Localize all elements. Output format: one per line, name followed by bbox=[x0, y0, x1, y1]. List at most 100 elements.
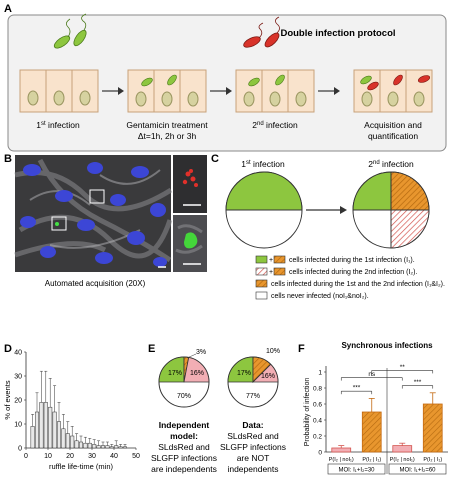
y-tick-label: 40 bbox=[14, 350, 22, 357]
x-tick-label: 10 bbox=[44, 453, 52, 460]
zoom-inset-red bbox=[173, 155, 207, 213]
arrow-icon bbox=[210, 87, 232, 95]
cell-layer-1 bbox=[19, 69, 99, 113]
category-label: P(I₂ | I₁) bbox=[423, 457, 442, 463]
legend-first-infection: cells infected during the 1st infection … bbox=[289, 257, 415, 264]
group-box bbox=[327, 463, 386, 475]
x-tick-label: 20 bbox=[66, 453, 74, 460]
cell-layer-4 bbox=[353, 69, 433, 113]
probability-bar bbox=[361, 411, 382, 453]
legend-second-infection: cells infected during the 2nd infection … bbox=[289, 269, 417, 276]
pie-e-right-green: 17% bbox=[237, 370, 251, 377]
panel-letter-f: F bbox=[298, 343, 305, 355]
category-label: P(I₂ | I₁) bbox=[362, 457, 381, 463]
svg-text:+: + bbox=[269, 269, 273, 276]
histogram-bar bbox=[96, 445, 101, 449]
x-tick-label: 50 bbox=[132, 453, 140, 460]
first-infection-label: 1st infection bbox=[36, 120, 80, 130]
histogram-bar bbox=[105, 445, 110, 449]
histogram-bar bbox=[56, 421, 62, 449]
green-bacteria-icon bbox=[53, 13, 87, 49]
y-tick-label: 30 bbox=[14, 374, 22, 381]
x-tick-label: 40 bbox=[110, 453, 118, 460]
arrow-icon bbox=[306, 206, 347, 214]
panel-letter-e: E bbox=[148, 343, 155, 355]
data-caption: Data: SLdsRed and SLGFP infections are N… bbox=[220, 420, 286, 474]
delta-t-label: Δt=1h, 2h or 3h bbox=[138, 131, 197, 141]
histogram-bar bbox=[30, 426, 35, 449]
group-label: MOI: I₁+I₂=60 bbox=[399, 468, 436, 474]
gentamicin-label: Gentamicin treatment bbox=[126, 120, 208, 130]
histogram-bar bbox=[100, 445, 106, 449]
pie-e-left-orange: 3% bbox=[196, 349, 206, 356]
group-label: MOI: I₁+I₂=30 bbox=[338, 468, 375, 474]
panel-a-frame bbox=[7, 14, 447, 152]
histogram-bar bbox=[83, 442, 88, 449]
x-tick-label: 30 bbox=[88, 453, 96, 460]
group-box bbox=[388, 463, 447, 475]
ruffle-lifetime-histogram: 0 10 20 30 40 0 10 20 30 40 50 ruffle life-time (mi… bbox=[3, 350, 140, 472]
svg-text:model:: model: bbox=[170, 431, 198, 441]
histogram-bar bbox=[43, 402, 48, 449]
legend-never-infected: cells never infected (noI₁&noI₂). bbox=[271, 293, 369, 300]
pie-data: 17% 10% 16% 77% bbox=[227, 348, 280, 408]
histogram-bar bbox=[39, 402, 44, 449]
panel-letter-c: C bbox=[211, 153, 219, 165]
histogram-bar bbox=[87, 442, 92, 449]
acquisition-label-2: quantification bbox=[368, 131, 418, 141]
histogram-bar bbox=[61, 428, 66, 449]
cell-layer-2 bbox=[127, 69, 207, 113]
svg-text:SLGFP infections: SLGFP infections bbox=[151, 453, 217, 463]
y-tick-label: 0.8 bbox=[313, 386, 322, 393]
x-axis-label: ruffle life-time (min) bbox=[49, 462, 114, 471]
svg-text:SLdsRed and: SLdsRed and bbox=[227, 431, 279, 441]
pie-e-left-pink: 16% bbox=[190, 370, 204, 377]
synchronous-infections-chart: Synchronous infections 0 0.2 0.4 0.6 0.8 1 Prob… bbox=[304, 341, 448, 475]
svg-text:SLdsRed and: SLdsRed and bbox=[158, 442, 210, 452]
arrow-icon bbox=[102, 87, 124, 95]
y-axis-label: % of events bbox=[3, 380, 12, 419]
svg-text:independents: independents bbox=[227, 464, 278, 474]
pie-second-infection bbox=[352, 171, 430, 249]
y-tick-label: 1 bbox=[318, 370, 322, 377]
svg-text:SLGFP infections: SLGFP infections bbox=[220, 442, 286, 452]
significance-bracket-ns-label: ns bbox=[368, 371, 376, 378]
y-tick-label: 0 bbox=[18, 446, 22, 453]
probability-bar bbox=[331, 447, 352, 453]
histogram-bar bbox=[34, 411, 40, 449]
panel-letter-d: D bbox=[4, 343, 12, 355]
panel-letter-b: B bbox=[4, 153, 12, 165]
x-tick-label: 0 bbox=[24, 453, 28, 460]
chart-title: Synchronous infections bbox=[341, 341, 433, 350]
pie-second-infection-label: 2nd infection bbox=[368, 159, 414, 169]
pie-e-right-pink: 16% bbox=[261, 373, 275, 380]
y-tick-label: 0 bbox=[318, 450, 322, 457]
acquisition-label-1: Acquisition and bbox=[364, 120, 422, 130]
svg-text:Data:: Data: bbox=[242, 420, 263, 430]
histogram-bar bbox=[52, 411, 57, 449]
legend: + cells infected during the 1st infectio… bbox=[255, 255, 445, 300]
probability-bar bbox=[422, 403, 443, 453]
pie-e-left-green: 17% bbox=[168, 370, 182, 377]
pie-e-left-white: 70% bbox=[177, 393, 191, 400]
legend-both-infections: cells infected during the 1st and the 2n… bbox=[271, 281, 445, 288]
y-tick-label: 20 bbox=[14, 398, 22, 405]
pie-e-right-orange: 10% bbox=[266, 348, 280, 355]
significance-bracket-3-label: ** bbox=[400, 364, 406, 371]
microscopy-image bbox=[14, 155, 173, 272]
pie-first-infection bbox=[225, 171, 303, 249]
category-label: P(I₂ | noI₁) bbox=[329, 457, 354, 463]
pie-independent-model: 17% 3% 16% 70% bbox=[158, 349, 210, 408]
cell-layer-3 bbox=[235, 69, 315, 113]
histogram-bar bbox=[65, 433, 70, 449]
category-label: P(I₂ | noI₁) bbox=[390, 457, 415, 463]
y-axis-label: Probability of infection bbox=[304, 378, 311, 447]
histogram-bar bbox=[122, 446, 128, 449]
histogram-bar bbox=[118, 446, 123, 449]
significance-bracket-1-label: *** bbox=[353, 385, 361, 392]
arrow-icon bbox=[318, 87, 340, 95]
svg-text:Independent: Independent bbox=[159, 420, 210, 430]
y-tick-label: 10 bbox=[14, 422, 22, 429]
histogram-bar bbox=[78, 441, 84, 449]
